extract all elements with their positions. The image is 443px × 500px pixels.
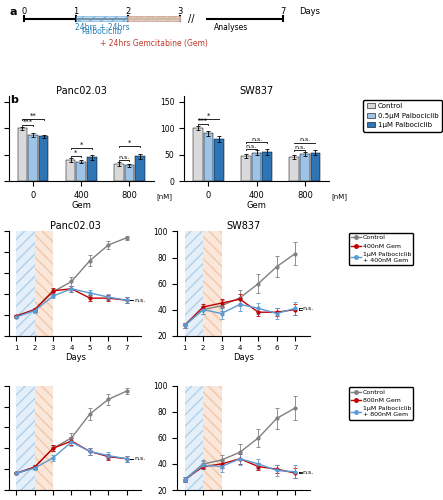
- Text: b: b: [10, 95, 18, 105]
- Bar: [203, 232, 222, 336]
- Bar: [185, 386, 203, 490]
- Bar: [16, 232, 35, 336]
- X-axis label: Days: Days: [65, 353, 85, 362]
- Text: *: *: [80, 142, 83, 148]
- Text: [nM]: [nM]: [156, 193, 172, 200]
- Bar: [300, 154, 310, 182]
- Bar: [289, 157, 299, 182]
- Bar: [203, 386, 222, 490]
- Text: 7: 7: [280, 6, 286, 16]
- Text: n.s.: n.s.: [251, 136, 262, 141]
- X-axis label: Days: Days: [233, 353, 254, 362]
- Bar: [203, 386, 222, 490]
- Title: Panc02.03: Panc02.03: [50, 220, 101, 230]
- Text: Analyses: Analyses: [214, 23, 249, 32]
- Text: n.s.: n.s.: [134, 298, 145, 302]
- Bar: [185, 232, 203, 336]
- Text: *: *: [207, 112, 210, 118]
- Bar: [124, 166, 134, 182]
- Text: 3: 3: [177, 6, 183, 16]
- Text: Palbociclib: Palbociclib: [82, 28, 122, 36]
- Bar: [18, 128, 27, 182]
- Legend: Control, 0.5μM Palbociclib, 1μM Palbociclib: Control, 0.5μM Palbociclib, 1μM Palbocic…: [363, 100, 442, 132]
- Text: Days: Days: [299, 6, 320, 16]
- Text: **: **: [30, 113, 36, 119]
- Bar: [252, 152, 261, 182]
- Bar: [114, 164, 124, 182]
- Text: 1: 1: [74, 6, 79, 16]
- Bar: [16, 386, 35, 490]
- Text: *: *: [74, 150, 78, 156]
- Bar: [76, 16, 180, 21]
- Text: n.s.: n.s.: [294, 145, 305, 150]
- X-axis label: Gem: Gem: [71, 202, 91, 210]
- Bar: [185, 232, 203, 336]
- Text: 0: 0: [22, 6, 27, 16]
- Text: n.s.: n.s.: [246, 144, 257, 148]
- Bar: [135, 156, 145, 182]
- Bar: [66, 160, 75, 182]
- Bar: [77, 162, 86, 182]
- Bar: [28, 135, 38, 182]
- Text: n.s.: n.s.: [303, 470, 314, 475]
- Text: n.s.: n.s.: [303, 306, 314, 312]
- Text: 24hrs + 24hrs: 24hrs + 24hrs: [75, 23, 129, 32]
- Bar: [204, 134, 213, 182]
- Text: + 24hrs Gemcitabine (Gem): + 24hrs Gemcitabine (Gem): [100, 40, 208, 48]
- Bar: [87, 158, 97, 182]
- Text: n.s.: n.s.: [119, 155, 130, 160]
- Text: *: *: [128, 140, 131, 146]
- Bar: [311, 152, 320, 182]
- Text: ***: ***: [198, 118, 208, 124]
- Bar: [35, 386, 53, 490]
- X-axis label: Gem: Gem: [247, 202, 267, 210]
- Legend: Control, 400nM Gem, 1μM Palbociclib
+ 400nM Gem: Control, 400nM Gem, 1μM Palbociclib + 40…: [349, 232, 413, 266]
- Bar: [185, 386, 203, 490]
- Bar: [203, 232, 222, 336]
- Bar: [39, 136, 48, 182]
- Bar: [35, 232, 53, 336]
- Bar: [262, 152, 272, 182]
- Title: Panc02.03: Panc02.03: [56, 86, 107, 96]
- Text: [nM]: [nM]: [331, 193, 347, 200]
- Bar: [214, 139, 224, 182]
- Text: n.s.: n.s.: [299, 137, 311, 142]
- Text: ***: ***: [23, 118, 33, 124]
- Bar: [16, 232, 35, 336]
- Title: SW837: SW837: [240, 86, 274, 96]
- Text: 2: 2: [125, 6, 131, 16]
- Text: a: a: [10, 8, 17, 18]
- Bar: [35, 232, 53, 336]
- Bar: [16, 386, 35, 490]
- Legend: Control, 800nM Gem, 1μM Palbociclib
+ 800nM Gem: Control, 800nM Gem, 1μM Palbociclib + 80…: [349, 387, 413, 420]
- Title: SW837: SW837: [226, 220, 261, 230]
- Text: //: //: [188, 14, 194, 24]
- Bar: [128, 16, 180, 21]
- Bar: [241, 156, 251, 182]
- Bar: [35, 386, 53, 490]
- Bar: [193, 128, 202, 182]
- Text: n.s.: n.s.: [134, 456, 145, 461]
